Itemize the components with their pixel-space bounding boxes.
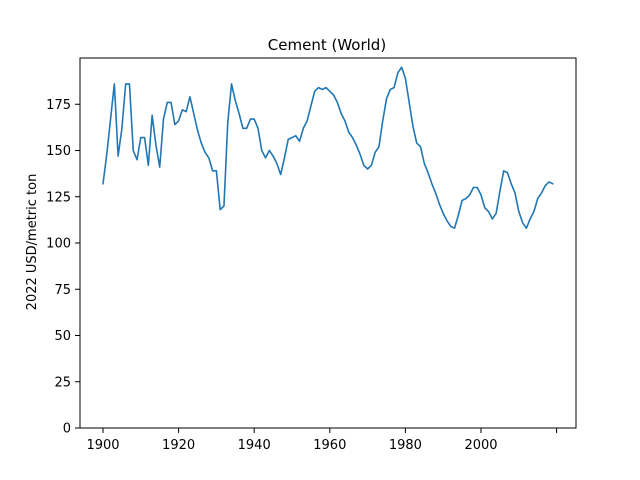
x-tick-label: 1960 (313, 438, 346, 453)
x-tick-label: 2000 (464, 438, 497, 453)
y-axis-title: 2022 USD/metric ton (25, 174, 40, 311)
plot-frame (79, 57, 577, 429)
y-tick-label: 100 (46, 237, 71, 252)
y-tick-label: 25 (54, 375, 71, 390)
y-tick-label: 150 (46, 144, 71, 159)
x-tick-label: 1940 (238, 438, 271, 453)
x-tick-label: 1900 (86, 438, 119, 453)
x-axis-ticks: 1900 1920 1940 1960 1980 2000 (86, 428, 558, 453)
y-tick-label: 75 (54, 283, 71, 298)
chart-title: Cement (World) (268, 36, 386, 54)
series-line (102, 66, 554, 229)
y-tick-label: 125 (46, 190, 71, 205)
y-tick-label: 0 (63, 422, 71, 437)
y-axis-ticks: 0 25 50 75 100 125 150 175 (46, 98, 80, 437)
x-tick-label: 1980 (389, 438, 422, 453)
y-tick-label: 50 (54, 329, 71, 344)
plot-area (102, 66, 554, 229)
y-tick-label: 175 (46, 98, 71, 113)
x-tick-label: 1920 (162, 438, 195, 453)
